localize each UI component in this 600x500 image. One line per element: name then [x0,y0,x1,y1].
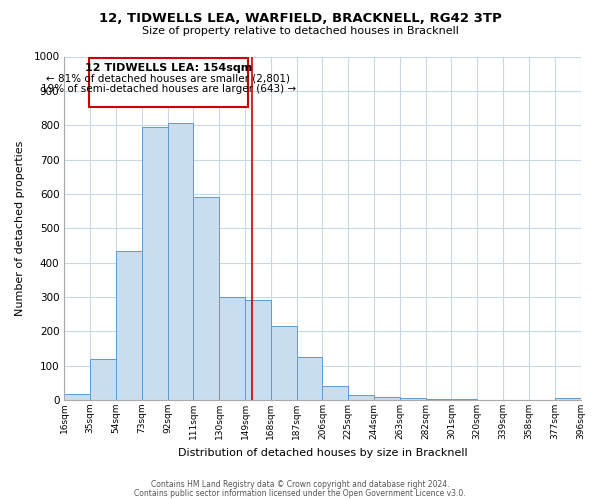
Bar [116,250,142,400]
Bar [64,394,90,400]
Text: ← 81% of detached houses are smaller (2,801): ← 81% of detached houses are smaller (2,… [46,74,290,84]
Text: Size of property relative to detached houses in Bracknell: Size of property relative to detached ho… [142,26,458,36]
Bar [193,198,219,400]
Bar [296,357,322,400]
Bar [425,399,451,400]
Bar [554,398,581,400]
Bar [348,395,374,400]
Text: 19% of semi-detached houses are larger (643) →: 19% of semi-detached houses are larger (… [41,84,296,94]
Bar [167,124,193,400]
Bar [322,386,348,400]
Text: Contains public sector information licensed under the Open Government Licence v3: Contains public sector information licen… [134,488,466,498]
Bar [142,127,167,400]
Text: 12, TIDWELLS LEA, WARFIELD, BRACKNELL, RG42 3TP: 12, TIDWELLS LEA, WARFIELD, BRACKNELL, R… [98,12,502,26]
Bar [374,396,400,400]
Text: 12 TIDWELLS LEA: 154sqm: 12 TIDWELLS LEA: 154sqm [85,63,252,73]
Bar [90,359,116,400]
Bar [219,297,245,400]
X-axis label: Distribution of detached houses by size in Bracknell: Distribution of detached houses by size … [178,448,467,458]
Text: Contains HM Land Registry data © Crown copyright and database right 2024.: Contains HM Land Registry data © Crown c… [151,480,449,489]
Bar [245,300,271,400]
Bar [400,398,425,400]
Bar [271,326,296,400]
Y-axis label: Number of detached properties: Number of detached properties [15,140,25,316]
Bar [89,58,248,107]
